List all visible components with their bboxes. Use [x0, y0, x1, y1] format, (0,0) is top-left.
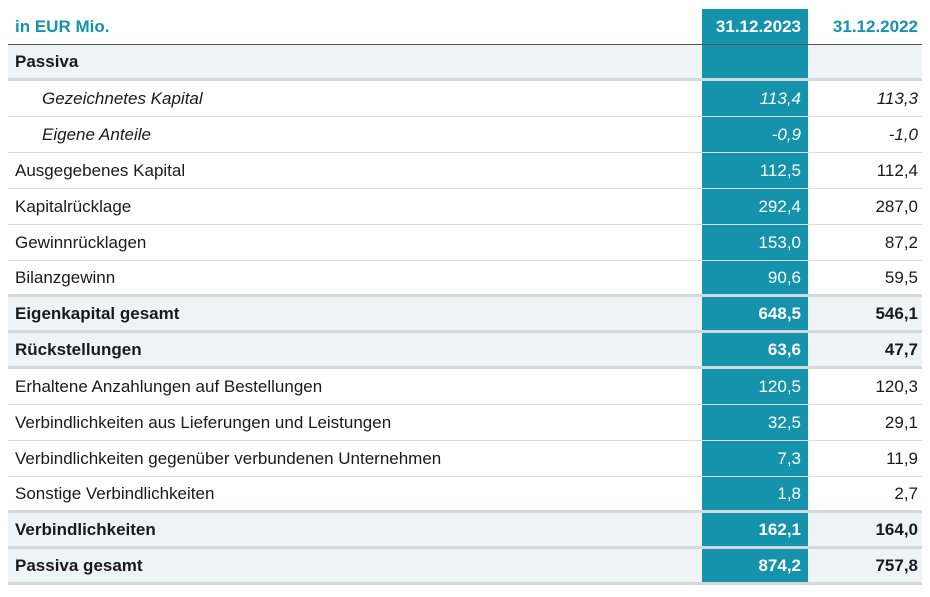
table-row: Eigene Anteile -0,9 -1,0	[8, 117, 922, 153]
value-2022: 164,0	[875, 519, 918, 539]
row-label: Rückstellungen	[15, 339, 142, 359]
table-row-grand-total: Passiva gesamt 874,2 757,8	[8, 549, 922, 585]
table-row-passiva: Passiva	[8, 45, 922, 81]
value-2023: 113,4	[702, 81, 808, 116]
table-row: Ausgegebenes Kapital 112,5 112,4	[8, 153, 922, 189]
value-2023: 112,5	[702, 153, 808, 188]
value-2022: 120,3	[875, 376, 918, 396]
table-row-total: Eigenkapital gesamt 648,5 546,1	[8, 297, 922, 333]
row-label: Gewinnrücklagen	[15, 232, 147, 252]
value-2023: 162,1	[702, 513, 808, 546]
value-2022: 11,9	[886, 448, 918, 468]
row-label: Passiva gesamt	[15, 555, 143, 575]
table-row: Kapitalrücklage 292,4 287,0	[8, 189, 922, 225]
table-row-total: Rückstellungen 63,6 47,7	[8, 333, 922, 369]
table-row: Gezeichnetes Kapital 113,4 113,3	[8, 81, 922, 117]
table-row: Erhaltene Anzahlungen auf Bestellungen 1…	[8, 369, 922, 405]
value-2022: 287,0	[875, 196, 918, 216]
row-label: Ausgegebenes Kapital	[15, 160, 186, 180]
value-2023	[702, 45, 808, 78]
value-2022: 59,5	[884, 267, 918, 287]
value-2023: 7,3	[702, 441, 808, 476]
value-2023: 32,5	[702, 405, 808, 440]
value-2023: 874,2	[702, 549, 808, 582]
value-2022: 113,3	[876, 88, 918, 108]
row-label: Erhaltene Anzahlungen auf Bestellungen	[15, 376, 323, 396]
row-label: Eigene Anteile	[42, 124, 152, 144]
value-2022: 29,1	[884, 412, 918, 432]
value-2023: 90,6	[702, 261, 808, 294]
row-label: Bilanzgewinn	[15, 267, 116, 287]
header-2022: 31.12.2022	[832, 16, 918, 36]
value-2022: 47,7	[884, 339, 918, 359]
table-row: Verbindlichkeiten gegenüber verbundenen …	[8, 441, 922, 477]
value-2022: -1,0	[888, 124, 918, 144]
value-2022: 757,8	[875, 555, 918, 575]
value-2023: 120,5	[702, 369, 808, 404]
unit-label: in EUR Mio.	[15, 16, 110, 36]
value-2022: 112,4	[876, 160, 918, 180]
value-2023: 63,6	[702, 333, 808, 366]
value-2022: 2,7	[894, 483, 918, 503]
row-label: Verbindlichkeiten	[15, 519, 156, 539]
table-row-total: Verbindlichkeiten 162,1 164,0	[8, 513, 922, 549]
value-2022: 87,2	[884, 232, 918, 252]
row-label: Eigenkapital gesamt	[15, 303, 180, 323]
row-label: Passiva	[15, 51, 79, 71]
table-row: Verbindlichkeiten aus Lieferungen und Le…	[8, 405, 922, 441]
balance-sheet-table: in EUR Mio. 31.12.2023 31.12.2022 Passiv…	[8, 9, 922, 585]
row-label: Gezeichnetes Kapital	[42, 88, 203, 108]
value-2023: 292,4	[702, 189, 808, 224]
row-label: Sonstige Verbindlichkeiten	[15, 483, 215, 503]
table-header: in EUR Mio. 31.12.2023 31.12.2022	[8, 9, 922, 45]
value-2023: -0,9	[702, 117, 808, 152]
value-2023: 153,0	[702, 225, 808, 260]
table-row: Sonstige Verbindlichkeiten 1,8 2,7	[8, 477, 922, 513]
value-2022	[808, 45, 922, 78]
row-label: Kapitalrücklage	[15, 196, 132, 216]
value-2022: 546,1	[875, 303, 918, 323]
table-row: Bilanzgewinn 90,6 59,5	[8, 261, 922, 297]
value-2023: 1,8	[702, 477, 808, 510]
value-2023: 648,5	[702, 297, 808, 330]
row-label: Verbindlichkeiten aus Lieferungen und Le…	[15, 412, 392, 432]
table-row: Gewinnrücklagen 153,0 87,2	[8, 225, 922, 261]
row-label: Verbindlichkeiten gegenüber verbundenen …	[15, 448, 442, 468]
header-2023: 31.12.2023	[702, 9, 808, 44]
